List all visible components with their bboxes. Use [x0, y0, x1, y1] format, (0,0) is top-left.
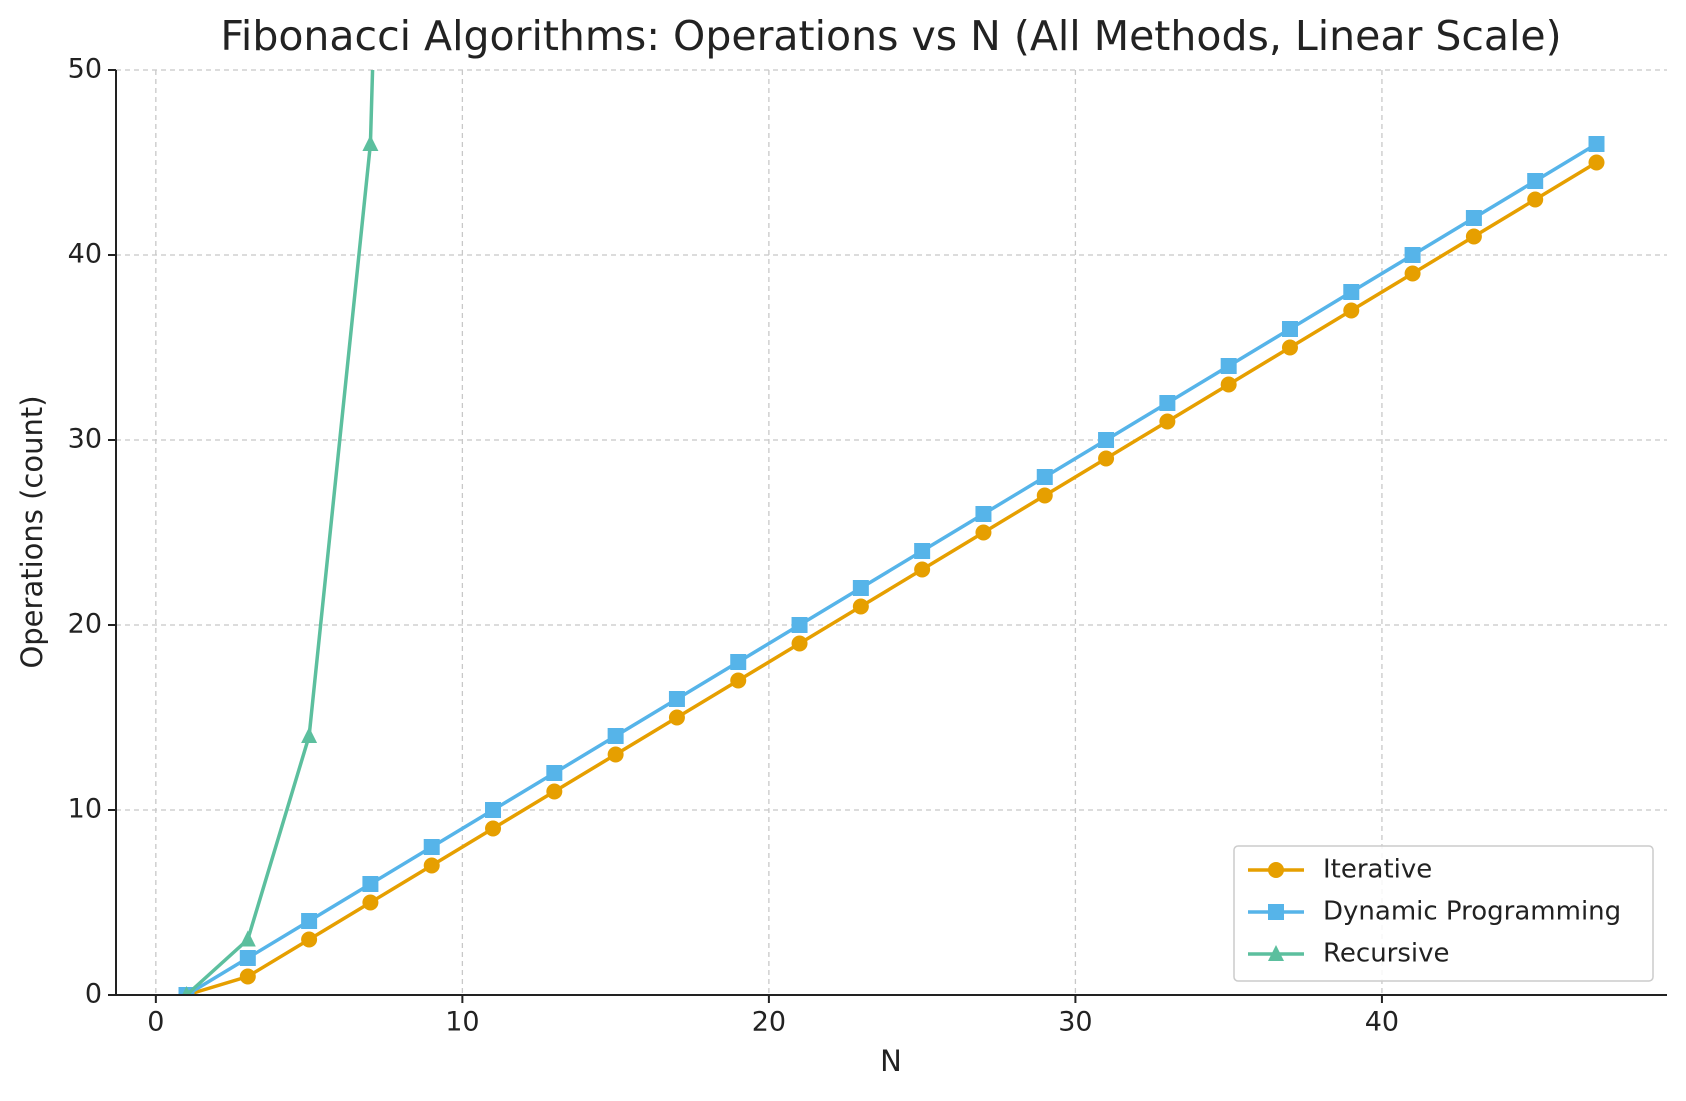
marker — [485, 802, 502, 818]
plot-area — [178, 70, 1605, 995]
marker — [485, 820, 502, 837]
x-tick-label: 20 — [752, 1007, 786, 1038]
marker — [1036, 469, 1053, 485]
marker — [1343, 284, 1360, 300]
series-line — [185, 70, 375, 995]
marker — [301, 727, 318, 743]
legend-label: Recursive — [1323, 939, 1450, 969]
marker — [1465, 210, 1482, 226]
marker — [1220, 358, 1237, 374]
y-tick-label: 50 — [68, 54, 102, 85]
y-tick-label: 40 — [68, 239, 102, 270]
x-axis-label: N — [880, 1044, 902, 1078]
marker — [668, 691, 685, 707]
marker — [301, 931, 318, 948]
marker — [1159, 413, 1176, 430]
marker — [1281, 339, 1298, 356]
marker — [1343, 302, 1360, 319]
axes: 0 10 20 30 40 0 10 20 30 40 50 Iterative Dynamic Pro… — [68, 54, 1667, 1038]
marker — [730, 672, 747, 689]
marker — [1220, 376, 1237, 393]
marker — [1465, 228, 1482, 245]
marker — [730, 654, 747, 670]
marker — [301, 913, 318, 929]
x-tick-label: 40 — [1365, 1007, 1399, 1038]
marker — [975, 506, 992, 522]
series-line — [185, 142, 1598, 995]
marker — [239, 968, 256, 985]
marker — [1404, 265, 1421, 282]
marker — [1527, 191, 1544, 208]
marker — [362, 135, 379, 151]
y-axis-label: Operations (count) — [15, 395, 49, 668]
y-tick-label: 10 — [68, 794, 102, 825]
marker — [1268, 904, 1284, 920]
marker — [546, 783, 563, 800]
marker — [423, 839, 440, 855]
chart-title: Fibonacci Algorithms: Operations vs N (A… — [220, 12, 1561, 60]
legend-label: Dynamic Programming — [1323, 897, 1621, 927]
marker — [1404, 247, 1421, 263]
marker — [239, 930, 256, 947]
marker — [1268, 862, 1284, 878]
marker — [362, 876, 379, 892]
marker — [914, 543, 931, 559]
marker — [1588, 154, 1605, 171]
marker — [668, 709, 685, 726]
legend: Iterative Dynamic Programming Recursive — [1233, 845, 1654, 982]
x-tick-label: 30 — [1058, 1007, 1092, 1038]
marker — [423, 857, 440, 874]
marker — [914, 561, 931, 578]
legend-label: Iterative — [1323, 855, 1432, 885]
y-tick-label: 20 — [68, 609, 102, 640]
marker — [1036, 487, 1053, 504]
y-tick-label: 0 — [85, 979, 102, 1010]
y-tick-label: 30 — [68, 424, 102, 455]
marker — [1268, 945, 1284, 961]
marker — [1098, 432, 1115, 448]
marker — [975, 524, 992, 541]
marker — [791, 617, 808, 633]
marker — [362, 894, 379, 911]
x-tick-label: 0 — [147, 1007, 164, 1038]
marker — [546, 765, 563, 781]
x-tick-label: 10 — [445, 1007, 479, 1038]
marker — [182, 986, 191, 995]
marker — [1588, 136, 1605, 152]
legend-box — [1233, 845, 1654, 982]
marker — [791, 635, 808, 652]
series-line — [185, 161, 1598, 995]
marker — [852, 580, 869, 596]
marker — [1159, 395, 1176, 411]
marker — [1281, 321, 1298, 337]
marker — [607, 746, 624, 763]
marker — [852, 598, 869, 615]
marker — [607, 728, 624, 744]
marker — [1098, 450, 1115, 467]
marker — [1527, 173, 1544, 189]
marker — [239, 950, 256, 966]
